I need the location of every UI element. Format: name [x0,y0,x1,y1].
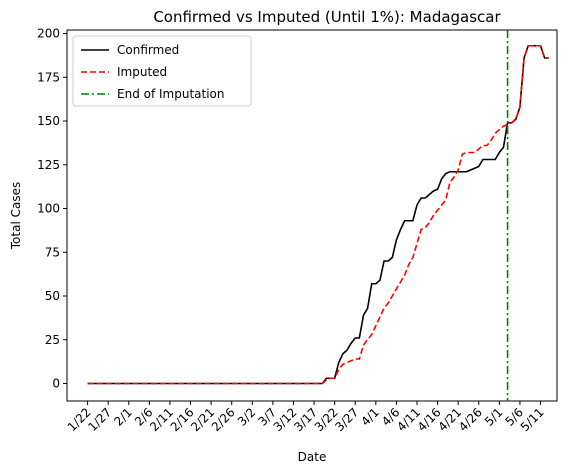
legend: Confirmed Imputed End of Imputation [72,35,252,107]
x-tick-label: 4/26 [456,405,485,434]
y-tick-label: 100 [37,202,60,216]
y-tick-label: 75 [45,245,60,259]
x-tick-label: 3/2 [235,405,259,429]
x-tick-label: 2/1 [111,405,135,429]
y-tick-label: 25 [45,333,60,347]
x-tick-label: 5/1 [482,405,506,429]
y-tick-label: 150 [37,114,60,128]
x-tick-label: 3/27 [332,405,361,434]
legend-entry: Confirmed [117,43,179,57]
x-tick-label: 5/11 [518,405,547,434]
y-axis-ticks: 0 25 50 75 100 125 150 175 200 [37,27,67,391]
plot-area: 0 25 50 75 100 125 150 175 200 1/221/272/12/62/1… [37,27,558,434]
series-line-imputed [87,44,549,385]
y-tick-label: 200 [37,27,60,41]
y-tick-label: 0 [52,377,60,391]
legend-box [72,35,252,107]
legend-entry: End of Imputation [117,87,225,101]
x-tick-label: 2/26 [209,405,238,434]
y-tick-label: 175 [37,70,60,84]
series-lines [87,30,549,401]
y-tick-label: 125 [37,158,60,172]
x-axis-label: Date [298,450,327,464]
chart-title: Confirmed vs Imputed (Until 1%): Madagas… [153,8,501,26]
legend-entry: Imputed [117,65,167,79]
x-tick-label: 1/27 [85,405,114,434]
x-axis-ticks: 1/221/272/12/62/112/162/212/263/23/73/12… [65,401,547,434]
x-tick-label: 4/1 [358,405,382,429]
y-tick-label: 50 [45,289,60,303]
y-axis-label: Total Cases [9,182,23,250]
